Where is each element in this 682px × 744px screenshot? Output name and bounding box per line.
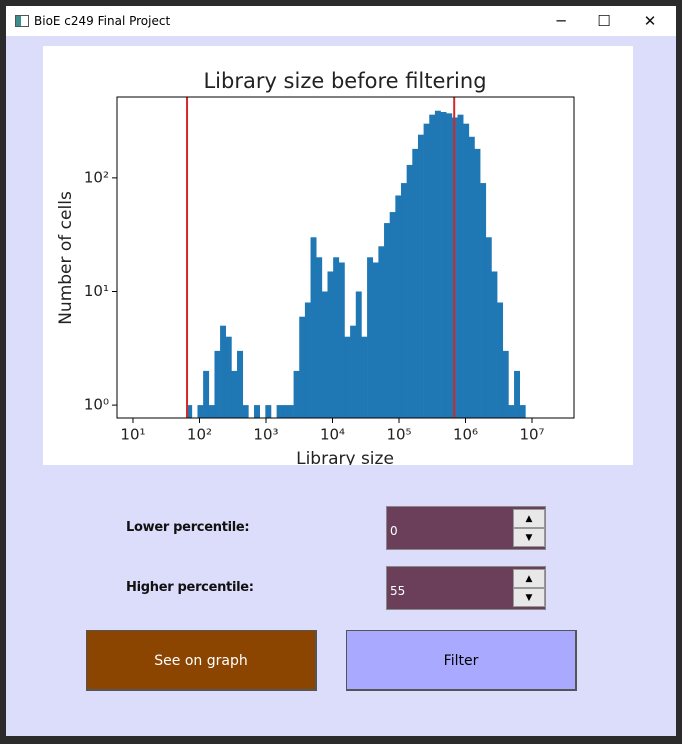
bar xyxy=(293,370,300,418)
field-label: Higher percentile: xyxy=(126,580,254,595)
button[interactable]: See on graph xyxy=(86,630,317,691)
x-axis-label: Library size xyxy=(296,449,394,465)
spin-down[interactable]: ▼ xyxy=(513,528,545,547)
bar xyxy=(440,111,447,419)
bar xyxy=(197,405,204,418)
spin-up[interactable]: ▲ xyxy=(513,509,545,528)
bar xyxy=(423,123,430,418)
bar xyxy=(514,370,521,418)
axes-frame xyxy=(116,96,575,419)
bar xyxy=(412,148,419,419)
bar xyxy=(276,405,283,418)
bar xyxy=(502,350,509,418)
window-title: BioE c249 Final Project xyxy=(34,14,171,28)
bar xyxy=(485,237,492,418)
spin-down[interactable]: ▼ xyxy=(513,588,545,607)
x-tick-label: 10⁴ xyxy=(320,426,345,444)
y-tick-label: 10² xyxy=(84,168,109,186)
bar xyxy=(333,257,340,418)
button[interactable]: Filter xyxy=(346,630,577,691)
bar xyxy=(344,336,351,418)
bar xyxy=(508,405,515,418)
bar xyxy=(214,350,221,418)
y-tick-label: 10⁰ xyxy=(84,396,109,414)
x-tick-label: 10⁶ xyxy=(453,426,478,444)
title-bar: BioE c249 Final Project ─ ☐ ✕ xyxy=(6,6,676,36)
bar xyxy=(372,262,379,418)
spinbox[interactable]: 55 ▲ ▼ xyxy=(386,566,546,610)
y-tick-label: 10¹ xyxy=(84,282,109,300)
spinbox-value: 0 xyxy=(390,524,398,538)
bar xyxy=(321,291,328,418)
bar xyxy=(225,336,232,418)
bar xyxy=(220,325,227,418)
bar xyxy=(389,212,396,418)
maximize-button[interactable]: ☐ xyxy=(597,12,611,30)
bar xyxy=(417,134,424,418)
bar xyxy=(367,257,374,418)
minimize-button[interactable]: ─ xyxy=(556,12,566,30)
bar xyxy=(350,325,357,418)
bar xyxy=(429,114,436,419)
bar xyxy=(400,183,407,418)
bar xyxy=(361,336,368,418)
bar xyxy=(434,110,441,418)
bar xyxy=(338,262,345,418)
spin-up[interactable]: ▲ xyxy=(513,569,545,588)
bar xyxy=(310,237,317,418)
bar xyxy=(384,223,390,418)
x-tick-label: 10⁵ xyxy=(386,426,411,444)
bar xyxy=(457,114,464,419)
bar xyxy=(231,370,238,418)
bar xyxy=(242,405,249,418)
bar xyxy=(287,405,294,418)
x-tick-label: 10² xyxy=(187,426,212,444)
bar xyxy=(327,271,334,418)
bar xyxy=(355,291,362,418)
bar xyxy=(497,302,504,418)
bar xyxy=(282,405,289,418)
bar xyxy=(378,246,385,418)
bar xyxy=(480,183,487,418)
x-tick-label: 10⁷ xyxy=(519,426,544,444)
bar xyxy=(491,271,498,418)
x-tick-label: 10¹ xyxy=(120,426,145,444)
bar xyxy=(395,195,402,418)
bar xyxy=(468,136,475,418)
bar xyxy=(406,164,413,418)
bar xyxy=(186,405,193,418)
bar xyxy=(299,316,306,418)
close-button[interactable]: ✕ xyxy=(643,12,657,30)
bar xyxy=(316,257,323,418)
bar xyxy=(254,405,260,418)
chart-title: Library size before filtering xyxy=(203,69,486,93)
x-tick-label: 10³ xyxy=(253,426,278,444)
bar xyxy=(208,405,215,418)
y-axis-label: Number of cells xyxy=(56,191,76,325)
field-label: Lower percentile: xyxy=(126,520,250,535)
app-icon xyxy=(15,15,29,27)
spinbox[interactable]: 0 ▲ ▼ xyxy=(386,506,546,550)
bar xyxy=(474,148,481,419)
bar xyxy=(203,370,210,418)
spinbox-value: 55 xyxy=(390,584,406,598)
bar xyxy=(304,302,311,418)
bar xyxy=(237,350,244,418)
bar xyxy=(446,113,453,418)
bar xyxy=(463,123,470,418)
bar xyxy=(265,405,272,418)
bar xyxy=(519,405,526,418)
chart: 10¹ 10² 10³ 10⁴ 10⁵ 10⁶ 10⁷ 10⁰ 10¹ 10² Library s… xyxy=(43,46,633,465)
